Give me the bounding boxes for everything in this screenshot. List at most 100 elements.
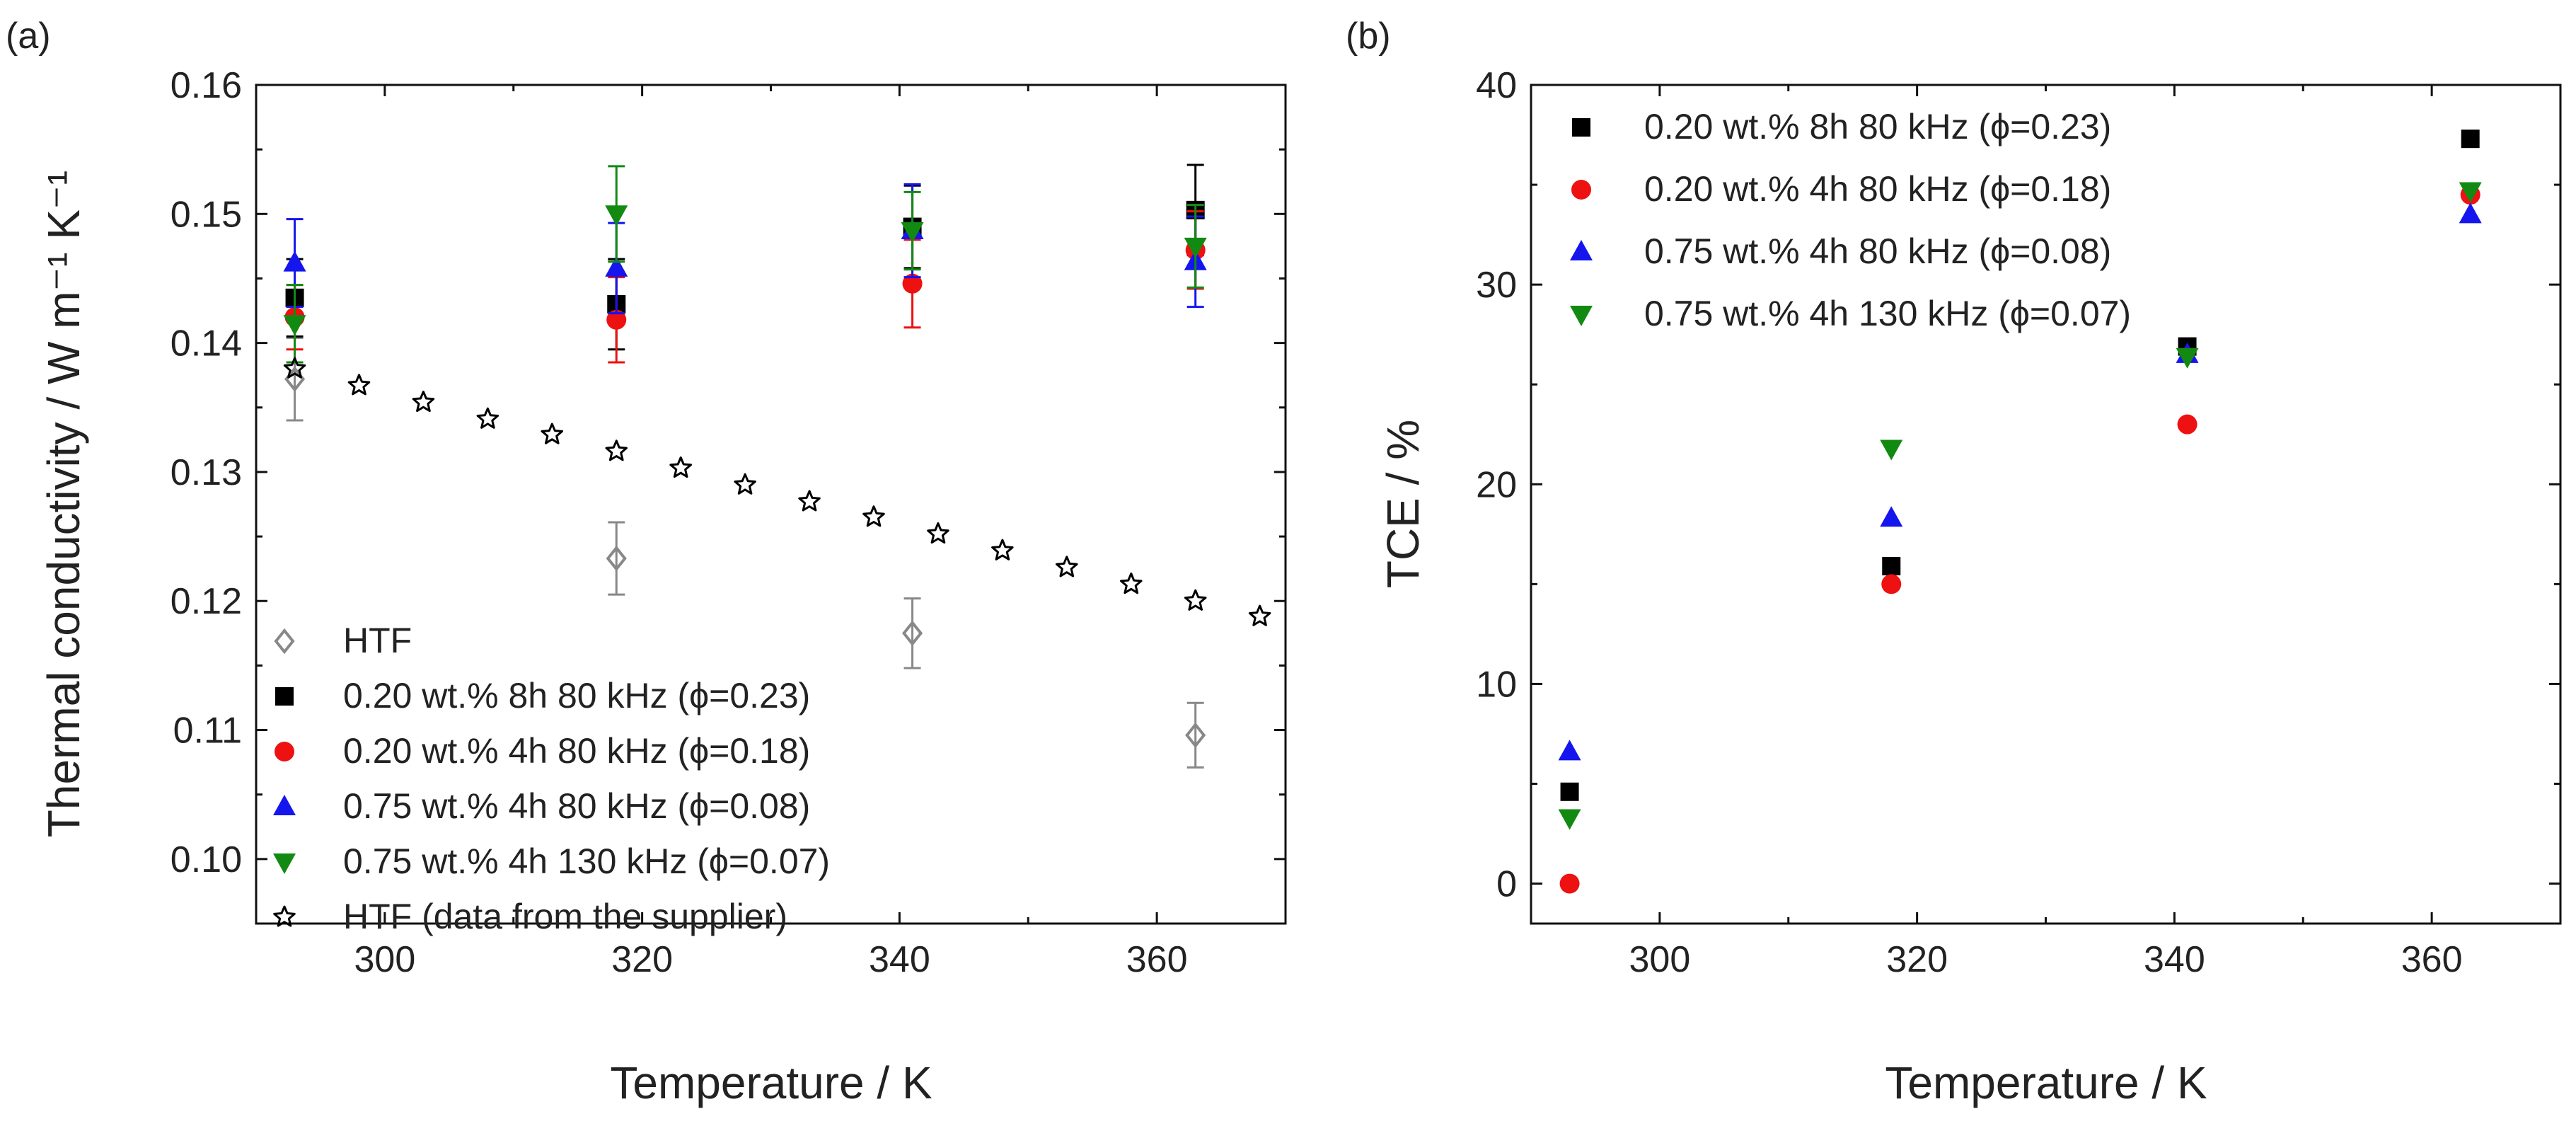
data-point-triangle-up bbox=[1558, 740, 1581, 761]
data-point-triangle-down bbox=[605, 205, 628, 226]
panel-b-legend-label: 0.75 wt.% 4h 80 kHz (ϕ=0.08) bbox=[1644, 231, 2111, 271]
panel-b-legend: 0.20 wt.% 8h 80 kHz (ϕ=0.23) 0.20 wt.% 4… bbox=[1570, 107, 2131, 333]
data-point-triangle-up bbox=[283, 251, 306, 272]
panel-b-legend-label: 0.20 wt.% 8h 80 kHz (ϕ=0.23) bbox=[1644, 107, 2111, 146]
panel-a-y-tick-label: 0.16 bbox=[171, 65, 242, 106]
data-point-star-open bbox=[798, 490, 821, 512]
panel-b-data-marks bbox=[1558, 130, 2482, 894]
legend-marker-triangle-up bbox=[1570, 240, 1593, 260]
data-point-square bbox=[2461, 130, 2480, 149]
legend-marker-triangle-down bbox=[273, 853, 296, 874]
a-series-2 bbox=[284, 210, 1206, 364]
panel-a-y-tick-label: 0.13 bbox=[171, 452, 242, 493]
legend-marker-square bbox=[1572, 118, 1590, 137]
data-point-triangle-down bbox=[1880, 439, 1903, 461]
panel-b-y-tick-label: 40 bbox=[1476, 65, 1517, 106]
panel-b-x-tick-label-340: 340 bbox=[2144, 939, 2205, 980]
b-series-1 bbox=[1559, 185, 2480, 894]
data-point-star-open bbox=[1248, 604, 1271, 626]
data-point-triangle-up bbox=[1880, 506, 1903, 527]
data-point-star-open bbox=[541, 422, 564, 444]
panel-b-y-tick-labels: 0 10 20 30 40 bbox=[1476, 65, 1517, 905]
panel-a-legend-label: HTF bbox=[343, 621, 412, 660]
b-series-2 bbox=[1558, 202, 2482, 761]
data-point-triangle-down bbox=[283, 315, 306, 336]
data-point-diamond-open bbox=[902, 620, 923, 647]
legend-marker-diamond-open bbox=[274, 628, 295, 655]
panel-a-ticks bbox=[256, 84, 1287, 924]
data-point-circle bbox=[1559, 873, 1580, 894]
panel-a-x-tick-label-360: 360 bbox=[1126, 939, 1188, 980]
panel-b-legend-label: 0.20 wt.% 4h 80 kHz (ϕ=0.18) bbox=[1644, 169, 2111, 209]
panel-b-y-tick-label: 10 bbox=[1476, 664, 1517, 705]
data-point-star-open bbox=[669, 456, 692, 478]
panel-b-x-tick-label-360: 360 bbox=[2401, 939, 2463, 980]
panel-a-legend-label: HTF (data from the supplier) bbox=[343, 897, 787, 936]
panel-a-data-marks bbox=[283, 163, 1271, 769]
panel-a-x-tick-labels: 300 320 340 360 bbox=[354, 939, 1187, 980]
panel-a-thermal-conductivity: (a) 300 320 340 360 0.10 0.11 0.12 0.13 … bbox=[6, 16, 1287, 1108]
panel-b-y-tick-label: 20 bbox=[1476, 464, 1517, 505]
panel-b-x-tick-label-300: 300 bbox=[1629, 939, 1690, 980]
data-point-square bbox=[1560, 782, 1579, 801]
data-point-triangle-down bbox=[2176, 347, 2199, 369]
data-point-star-open bbox=[991, 539, 1014, 560]
legend-marker-star-open bbox=[273, 905, 296, 927]
data-point-circle bbox=[2177, 414, 2197, 435]
data-point-star-open bbox=[927, 522, 949, 544]
data-point-triangle-down bbox=[1184, 237, 1207, 258]
panel-b-tce: (b) 300 320 340 360 0 10 20 30 40 Temper… bbox=[1346, 16, 2562, 1108]
data-point-star-open bbox=[1184, 589, 1207, 611]
panel-b-y-axis-title: TCE / % bbox=[1377, 420, 1428, 588]
data-point-triangle-up bbox=[2459, 202, 2482, 224]
data-point-diamond-open bbox=[1185, 722, 1206, 749]
panel-a-y-tick-labels: 0.10 0.11 0.12 0.13 0.14 0.15 0.16 bbox=[171, 65, 242, 880]
panel-b-x-tick-labels: 300 320 340 360 bbox=[1629, 939, 2462, 980]
panel-a-y-tick-label: 0.12 bbox=[171, 581, 242, 622]
data-point-diamond-open bbox=[606, 545, 627, 572]
panel-a-legend: HTF 0.20 wt.% 8h 80 kHz (ϕ=0.23) 0.20 wt… bbox=[273, 621, 830, 936]
panel-b-ticks bbox=[1531, 84, 2562, 924]
legend-marker-square bbox=[275, 687, 294, 706]
panel-b-x-tick-label-320: 320 bbox=[1886, 939, 1948, 980]
legend-marker-triangle-down bbox=[1570, 306, 1593, 326]
data-point-star-open bbox=[347, 374, 371, 396]
panel-a-y-tick-label: 0.11 bbox=[173, 711, 242, 752]
data-point-circle bbox=[606, 309, 627, 330]
panel-b-legend-label: 0.75 wt.% 4h 130 kHz (ϕ=0.07) bbox=[1644, 294, 2131, 333]
panel-a-legend-label: 0.20 wt.% 8h 80 kHz (ϕ=0.23) bbox=[343, 676, 810, 715]
data-point-triangle-down bbox=[2459, 182, 2482, 203]
data-point-star-open bbox=[476, 407, 499, 429]
data-point-star-open bbox=[734, 473, 756, 495]
data-point-star-open bbox=[283, 357, 306, 379]
b-series-3 bbox=[1558, 182, 2482, 830]
data-point-triangle-down bbox=[1558, 809, 1581, 830]
a-series-3 bbox=[283, 183, 1207, 315]
data-point-circle bbox=[1881, 574, 1902, 594]
panel-a-y-tick-label: 0.10 bbox=[171, 839, 242, 880]
data-point-circle bbox=[902, 273, 923, 294]
panel-b-y-tick-label: 0 bbox=[1496, 864, 1517, 905]
panel-a-x-tick-label-320: 320 bbox=[611, 939, 673, 980]
a-series-4 bbox=[283, 165, 1207, 364]
data-point-square bbox=[1882, 556, 1901, 575]
a-series-1 bbox=[285, 163, 1205, 351]
data-point-star-open bbox=[1120, 573, 1143, 594]
panel-a-x-axis-title: Temperature / K bbox=[610, 1057, 932, 1108]
data-point-star-open bbox=[862, 505, 885, 527]
panel-a-legend-label: 0.75 wt.% 4h 130 kHz (ϕ=0.07) bbox=[343, 841, 830, 881]
panel-a-y-tick-label: 0.15 bbox=[171, 194, 242, 235]
data-point-triangle-up bbox=[605, 255, 628, 277]
panel-a-label: (a) bbox=[6, 16, 51, 57]
data-point-star-open bbox=[1056, 556, 1078, 577]
panel-a-legend-label: 0.20 wt.% 4h 80 kHz (ϕ=0.18) bbox=[343, 731, 810, 771]
b-series-0 bbox=[1560, 130, 2480, 801]
panel-b-x-axis-title: Temperature / K bbox=[1885, 1057, 2207, 1108]
panel-a-y-axis-title: Thermal conductivity / W m⁻¹ K⁻¹ bbox=[38, 171, 89, 837]
legend-marker-triangle-up bbox=[273, 795, 296, 815]
legend-marker-circle bbox=[275, 742, 294, 761]
panel-b-plot-frame bbox=[1530, 84, 2562, 925]
data-point-triangle-down bbox=[901, 222, 924, 243]
panel-b-label: (b) bbox=[1346, 16, 1391, 57]
data-point-star-open bbox=[605, 439, 628, 461]
